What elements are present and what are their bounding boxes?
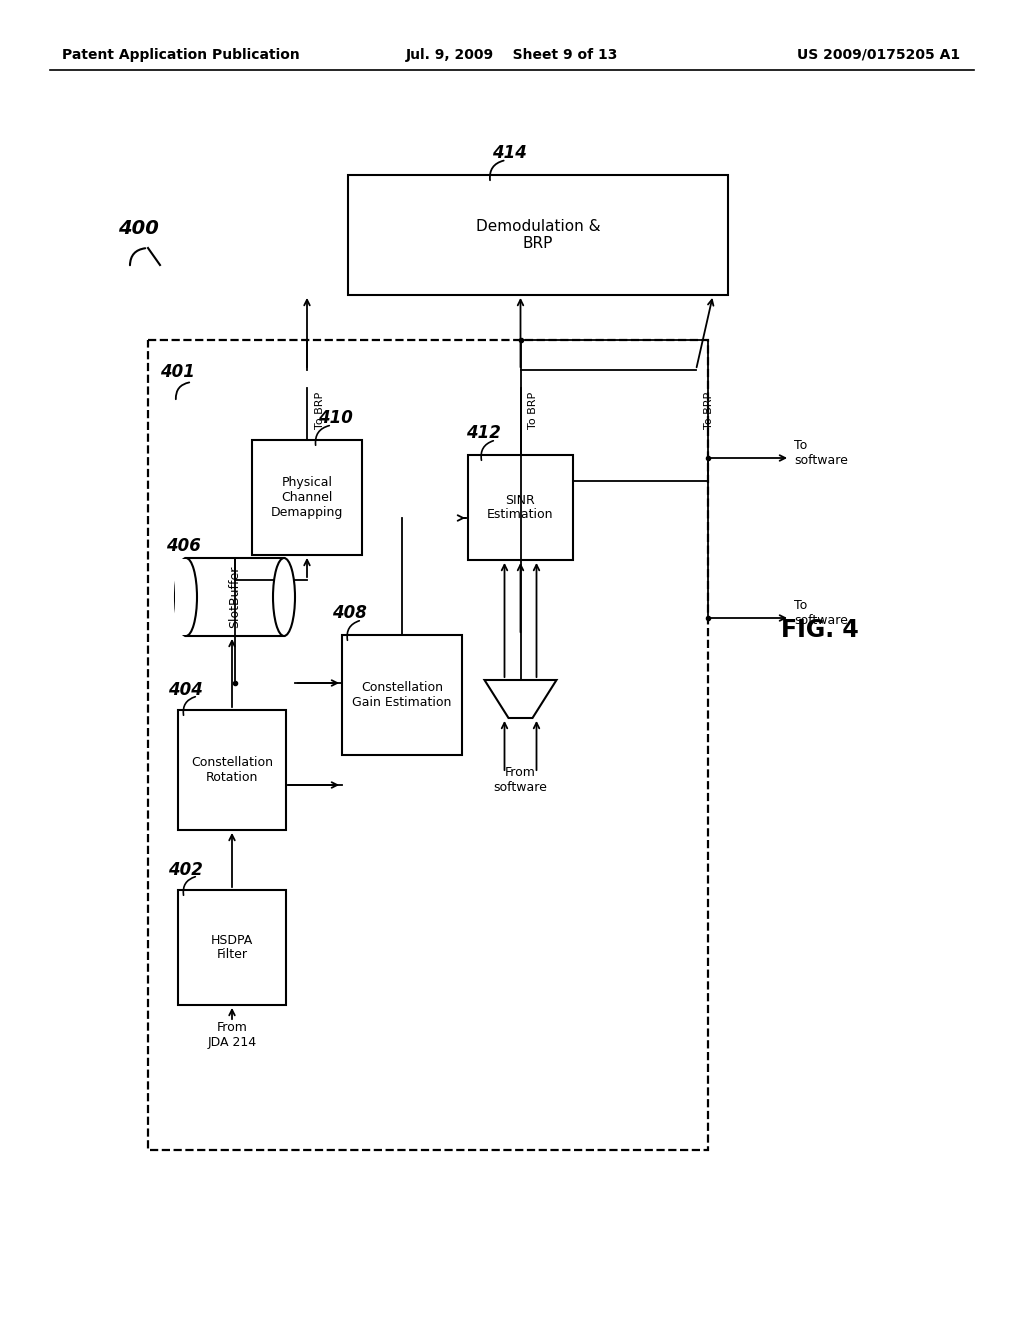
Text: To BRP: To BRP [705,391,714,429]
Text: 408: 408 [332,605,367,622]
Text: Patent Application Publication: Patent Application Publication [62,48,300,62]
Bar [252,440,362,554]
Bar [178,710,286,830]
Bar [178,890,286,1005]
Bar [186,558,284,636]
Text: Physical
Channel
Demapping: Physical Channel Demapping [270,477,343,519]
Text: To BRP: To BRP [315,391,325,429]
Bar [148,341,708,1150]
Text: US 2009/0175205 A1: US 2009/0175205 A1 [797,48,961,62]
Text: FIG. 4: FIG. 4 [781,618,859,642]
Text: Demodulation &
BRP: Demodulation & BRP [476,219,600,251]
Bar [342,635,462,755]
Text: SlotBuffer: SlotBuffer [228,566,242,628]
Text: Constellation
Gain Estimation: Constellation Gain Estimation [352,681,452,709]
Polygon shape [484,680,556,718]
Text: 400: 400 [118,219,159,238]
Text: From
software: From software [494,766,548,795]
Bar [468,455,573,560]
Text: HSDPA
Filter: HSDPA Filter [211,933,253,961]
Text: 402: 402 [168,861,203,879]
Text: 412: 412 [466,424,501,442]
Text: 404: 404 [168,681,203,700]
Text: To BRP: To BRP [528,391,539,429]
Text: 410: 410 [318,409,353,426]
Text: To
software: To software [794,599,848,627]
Ellipse shape [273,558,295,636]
Ellipse shape [175,558,197,636]
Text: From
JDA 214: From JDA 214 [208,1020,257,1049]
Text: SINR
Estimation: SINR Estimation [487,494,554,521]
Bar [175,558,186,635]
Bar [348,176,728,294]
Text: Constellation
Rotation: Constellation Rotation [191,756,273,784]
Text: Jul. 9, 2009    Sheet 9 of 13: Jul. 9, 2009 Sheet 9 of 13 [406,48,618,62]
Text: 414: 414 [493,144,527,162]
Text: To
software: To software [794,440,848,467]
Text: 401: 401 [160,363,195,381]
Text: 406: 406 [166,537,201,554]
